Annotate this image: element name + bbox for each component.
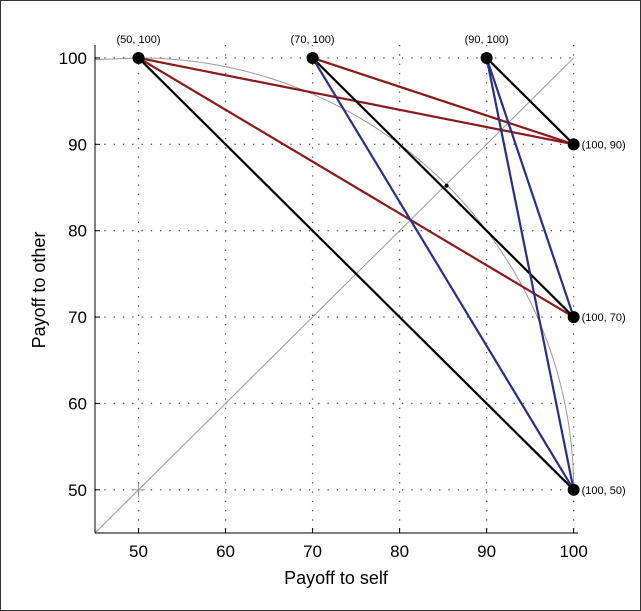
- y-tick-label-100: 100: [59, 49, 87, 68]
- point-4: [568, 311, 580, 323]
- point-2: [481, 52, 493, 64]
- point-label-4: (100, 70): [582, 312, 626, 324]
- x-axis-label: Payoff to self: [284, 568, 389, 588]
- axes: [95, 45, 578, 533]
- y-axis-label: Payoff to other: [29, 232, 49, 349]
- x-tick-label-80: 80: [390, 542, 409, 561]
- point-label-0: (50, 100): [116, 34, 160, 46]
- segment-blue-6: [313, 58, 574, 490]
- point-label-2: (90, 100): [465, 34, 509, 46]
- y-tick-label-60: 60: [68, 394, 87, 413]
- y-tick-label-80: 80: [68, 222, 87, 241]
- point-0: [133, 52, 145, 64]
- point-label-5: (100, 50): [582, 485, 626, 497]
- x-tick-label-90: 90: [477, 542, 496, 561]
- grid: [95, 45, 578, 533]
- segment-red-1: [139, 58, 574, 317]
- point-1: [307, 52, 319, 64]
- x-tick-label-70: 70: [303, 542, 322, 561]
- y-tick-label-50: 50: [68, 481, 87, 500]
- reference-arc-tail: [95, 58, 139, 60]
- x-tick-label-50: 50: [129, 542, 148, 561]
- point-label-3: (100, 90): [582, 139, 626, 151]
- intersection-marker: [445, 184, 449, 188]
- x-tick-label-60: 60: [216, 542, 235, 561]
- point-3: [568, 138, 580, 150]
- point-label-1: (70, 100): [291, 34, 335, 46]
- y-tick-label-90: 90: [68, 135, 87, 154]
- y-tick-label-70: 70: [68, 308, 87, 327]
- point-5: [568, 484, 580, 496]
- x-tick-label-100: 100: [559, 542, 587, 561]
